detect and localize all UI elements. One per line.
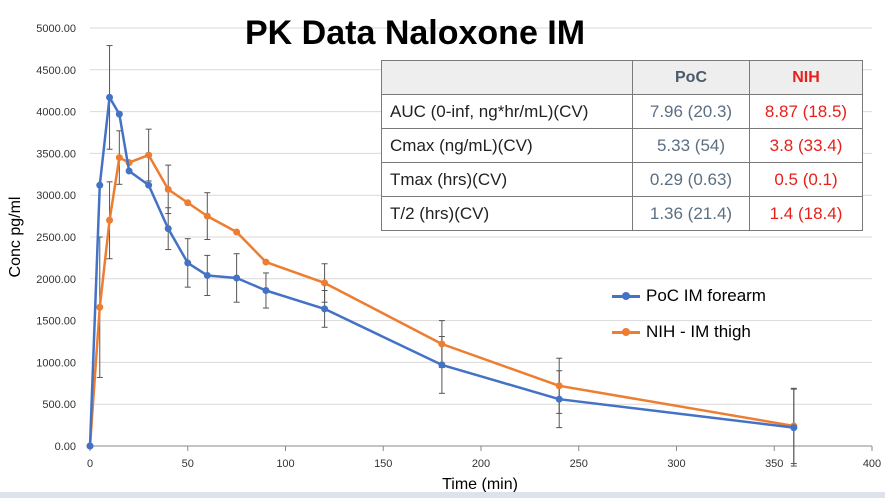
table-row: T/2 (hrs)(CV) 1.36 (21.4) 1.4 (18.4) [381, 196, 863, 231]
data-point-0 [115, 110, 123, 118]
legend-item-nih: NIH - IM thigh [612, 314, 766, 350]
table-cell-poc: 7.96 (20.3) [632, 94, 750, 129]
data-point-0 [106, 93, 114, 101]
table-cell-metric: Cmax (ng/mL)(CV) [381, 128, 633, 163]
legend-swatch-poc [612, 291, 640, 300]
data-point-1 [106, 216, 114, 224]
data-point-1 [203, 212, 211, 220]
x-axis-label: Time (min) [442, 476, 518, 493]
legend-item-poc: PoC IM forearm [612, 278, 766, 314]
data-point-0 [438, 361, 446, 369]
legend-label-poc: PoC IM forearm [646, 286, 766, 305]
y-tick-label: 4500.00 [36, 65, 76, 77]
data-point-0 [125, 167, 133, 175]
table-cell-poc: 0.29 (0.63) [632, 162, 750, 197]
x-tick-label: 350 [765, 458, 783, 470]
data-point-0 [145, 181, 153, 189]
data-point-1 [184, 199, 192, 207]
y-tick-label: 2000.00 [36, 274, 76, 286]
slide-bottom-bar [0, 492, 885, 498]
data-point-0 [790, 424, 798, 432]
data-point-0 [203, 271, 211, 279]
y-tick-label: 0.00 [55, 441, 76, 453]
table-cell-metric: AUC (0-inf, ng*hr/mL)(CV) [381, 94, 633, 129]
table-header-row: PoC NIH [381, 60, 863, 95]
data-point-1 [115, 154, 123, 162]
chart-title: PK Data Naloxone IM [245, 14, 586, 52]
data-point-0 [184, 259, 192, 267]
table-header-blank [381, 60, 633, 95]
table-cell-metric: T/2 (hrs)(CV) [381, 196, 633, 231]
data-point-1 [164, 185, 172, 193]
y-tick-label: 5000.00 [36, 23, 76, 35]
y-tick-label: 3500.00 [36, 148, 76, 160]
y-tick-label: 1000.00 [36, 357, 76, 369]
data-point-0 [164, 225, 172, 233]
data-point-1 [321, 279, 329, 287]
data-point-1 [145, 151, 153, 159]
table-header-nih: NIH [749, 60, 863, 95]
data-point-1 [555, 382, 563, 390]
data-point-1 [96, 303, 104, 311]
table-row: Tmax (hrs)(CV) 0.29 (0.63) 0.5 (0.1) [381, 162, 863, 197]
data-point-0 [321, 305, 329, 313]
x-tick-labels: 0 50 100 150 200 250 300 350 400 [87, 458, 881, 470]
table-header-poc: PoC [632, 60, 750, 95]
table-cell-nih: 1.4 (18.4) [749, 196, 863, 231]
x-tick-label: 0 [87, 458, 93, 470]
pk-stats-table: PoC NIH AUC (0-inf, ng*hr/mL)(CV) 7.96 (… [381, 60, 863, 231]
y-tick-label: 4000.00 [36, 107, 76, 119]
x-tick-label: 50 [182, 458, 194, 470]
y-tick-label: 2500.00 [36, 232, 76, 244]
table-row: Cmax (ng/mL)(CV) 5.33 (54) 3.8 (33.4) [381, 128, 863, 163]
y-tick-label: 500.00 [42, 399, 76, 411]
table-cell-metric: Tmax (hrs)(CV) [381, 162, 633, 197]
table-row: AUC (0-inf, ng*hr/mL)(CV) 7.96 (20.3) 8.… [381, 94, 863, 129]
y-tick-label: 3000.00 [36, 190, 76, 202]
data-point-1 [233, 228, 241, 236]
data-point-0 [86, 442, 94, 450]
data-point-1 [438, 340, 446, 348]
x-tick-label: 200 [472, 458, 490, 470]
x-tick-label: 100 [276, 458, 294, 470]
data-point-0 [96, 181, 104, 189]
table-cell-nih: 8.87 (18.5) [749, 94, 863, 129]
x-tick-label: 300 [667, 458, 685, 470]
x-tick-label: 150 [374, 458, 392, 470]
table-cell-nih: 0.5 (0.1) [749, 162, 863, 197]
axes [89, 445, 873, 451]
x-tick-label: 400 [863, 458, 881, 470]
data-point-0 [262, 287, 270, 295]
data-point-0 [233, 274, 241, 282]
legend-swatch-nih [612, 327, 640, 336]
y-tick-label: 1500.00 [36, 316, 76, 328]
data-point-0 [555, 395, 563, 403]
table-cell-poc: 1.36 (21.4) [632, 196, 750, 231]
legend: PoC IM forearm NIH - IM thigh [612, 278, 766, 350]
series-lines [86, 93, 798, 450]
y-tick-labels: 0.00 500.00 1000.00 1500.00 2000.00 2500.00 30… [36, 23, 76, 453]
table-cell-poc: 5.33 (54) [632, 128, 750, 163]
y-axis-label: Conc pg/ml [7, 197, 24, 278]
table-cell-nih: 3.8 (33.4) [749, 128, 863, 163]
data-point-1 [262, 258, 270, 266]
legend-label-nih: NIH - IM thigh [646, 322, 751, 341]
x-tick-label: 250 [570, 458, 588, 470]
